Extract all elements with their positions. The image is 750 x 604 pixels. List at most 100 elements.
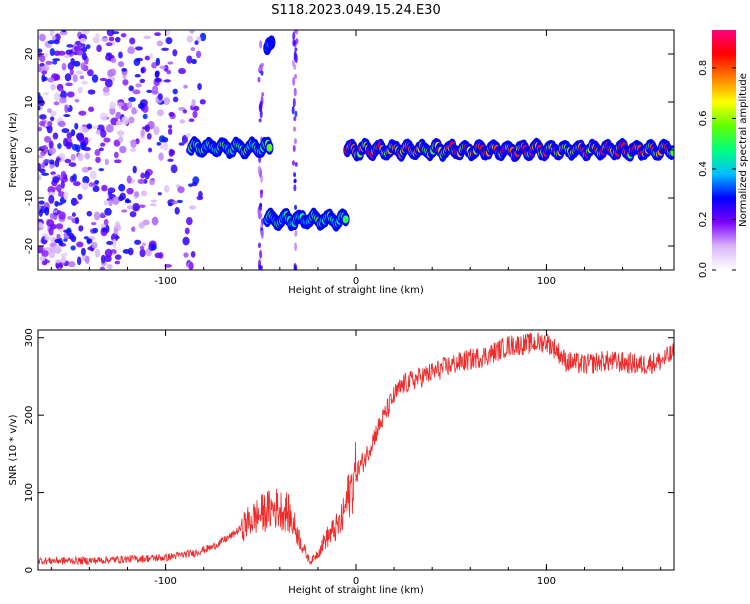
noise-speckle bbox=[86, 210, 93, 217]
noise-speckle bbox=[140, 190, 148, 197]
noise-speckle bbox=[126, 205, 133, 210]
noise-speckle bbox=[134, 239, 142, 245]
noise-speckle bbox=[72, 74, 78, 83]
noise-speckle bbox=[140, 172, 145, 179]
noise-speckle bbox=[122, 74, 127, 80]
noise-speckle bbox=[84, 152, 91, 160]
noise-speckle bbox=[119, 145, 127, 154]
noise-speckle bbox=[52, 60, 58, 65]
noise-speckle bbox=[58, 50, 66, 56]
noise-speckle bbox=[103, 200, 108, 206]
noise-speckle bbox=[54, 159, 60, 168]
noise-speckle bbox=[133, 58, 141, 66]
interference-speckle bbox=[293, 178, 297, 183]
noise-speckle bbox=[54, 185, 62, 191]
noise-speckle bbox=[105, 42, 113, 47]
noise-speckle bbox=[157, 192, 162, 196]
noise-speckle bbox=[166, 69, 172, 75]
noise-speckle bbox=[158, 152, 164, 161]
interference-speckle bbox=[293, 55, 297, 61]
noise-speckle bbox=[77, 193, 83, 200]
noise-speckle bbox=[41, 172, 50, 176]
noise-speckle bbox=[100, 142, 106, 147]
noise-speckle bbox=[48, 194, 55, 204]
noise-speckle bbox=[110, 233, 119, 242]
noise-speckle bbox=[49, 110, 57, 116]
noise-speckle bbox=[57, 120, 66, 127]
noise-speckle bbox=[135, 83, 142, 88]
noise-speckle bbox=[78, 110, 87, 116]
noise-speckle bbox=[159, 65, 167, 70]
noise-speckle bbox=[39, 114, 47, 120]
noise-speckle bbox=[138, 103, 145, 109]
snr-marks bbox=[38, 332, 674, 566]
noise-speckle bbox=[140, 67, 145, 74]
noise-speckle bbox=[151, 85, 159, 94]
noise-speckle bbox=[96, 44, 102, 53]
noise-speckle bbox=[76, 49, 84, 56]
noise-speckle bbox=[81, 182, 89, 191]
noise-speckle bbox=[114, 254, 122, 260]
noise-speckle bbox=[77, 86, 83, 94]
noise-speckle bbox=[61, 62, 67, 71]
noise-speckle bbox=[139, 204, 146, 208]
noise-speckle bbox=[48, 146, 57, 155]
noise-speckle bbox=[77, 153, 84, 162]
noise-speckle bbox=[151, 216, 159, 226]
noise-speckle bbox=[92, 227, 99, 234]
noise-speckle bbox=[163, 142, 168, 151]
noise-speckle bbox=[184, 227, 190, 235]
noise-speckle bbox=[140, 129, 145, 137]
interference-speckle bbox=[292, 97, 296, 108]
noise-speckle bbox=[38, 48, 43, 53]
noise-speckle bbox=[38, 126, 42, 132]
noise-speckle bbox=[189, 205, 197, 210]
spectrogram-ytick-label: -10 bbox=[24, 190, 35, 206]
noise-speckle bbox=[185, 133, 191, 138]
noise-speckle bbox=[167, 61, 174, 65]
noise-speckle bbox=[104, 248, 113, 258]
noise-speckle bbox=[100, 254, 106, 264]
noise-speckle bbox=[48, 140, 54, 149]
noise-speckle bbox=[53, 101, 60, 106]
noise-speckle bbox=[87, 89, 96, 95]
noise-speckle bbox=[54, 259, 62, 264]
noise-speckle bbox=[54, 238, 60, 244]
noise-speckle bbox=[38, 105, 41, 111]
noise-speckle bbox=[129, 211, 137, 218]
noise-speckle bbox=[113, 227, 119, 235]
interference-speckle bbox=[291, 106, 295, 115]
noise-speckle bbox=[57, 143, 62, 150]
noise-speckle bbox=[68, 235, 75, 240]
noise-speckle bbox=[67, 62, 75, 71]
interference-speckle bbox=[294, 242, 298, 252]
noise-speckle bbox=[41, 249, 49, 258]
noise-speckle bbox=[158, 135, 166, 143]
snr-ytick-label: 0 bbox=[24, 567, 35, 573]
noise-speckle bbox=[144, 171, 150, 180]
noise-speckle bbox=[106, 240, 114, 246]
noise-speckle bbox=[112, 196, 120, 205]
noise-speckle bbox=[114, 36, 121, 43]
noise-speckle bbox=[106, 263, 113, 270]
noise-speckle bbox=[196, 195, 204, 201]
spectrogram-xtick-label: 0 bbox=[353, 276, 359, 287]
snr-xtick-label: -100 bbox=[154, 576, 177, 587]
noise-speckle bbox=[61, 30, 67, 33]
noise-speckle bbox=[80, 62, 86, 71]
spectrogram-ytick-label: 10 bbox=[24, 96, 35, 109]
noise-speckle bbox=[118, 51, 123, 59]
interference-speckle bbox=[257, 165, 261, 175]
noise-speckle bbox=[87, 69, 94, 77]
noise-speckle bbox=[39, 255, 46, 262]
noise-speckle bbox=[70, 153, 76, 161]
figure-title: S118.2023.049.15.24.E30 bbox=[271, 3, 440, 18]
noise-speckle bbox=[76, 256, 82, 266]
colorbar-tick-label: 0.0 bbox=[698, 262, 709, 278]
interference-speckle bbox=[293, 138, 297, 145]
interference-speckle bbox=[261, 92, 265, 97]
noise-speckle bbox=[52, 176, 60, 184]
noise-speckle bbox=[39, 120, 46, 127]
noise-speckle bbox=[82, 176, 90, 184]
noise-speckle bbox=[195, 50, 202, 59]
